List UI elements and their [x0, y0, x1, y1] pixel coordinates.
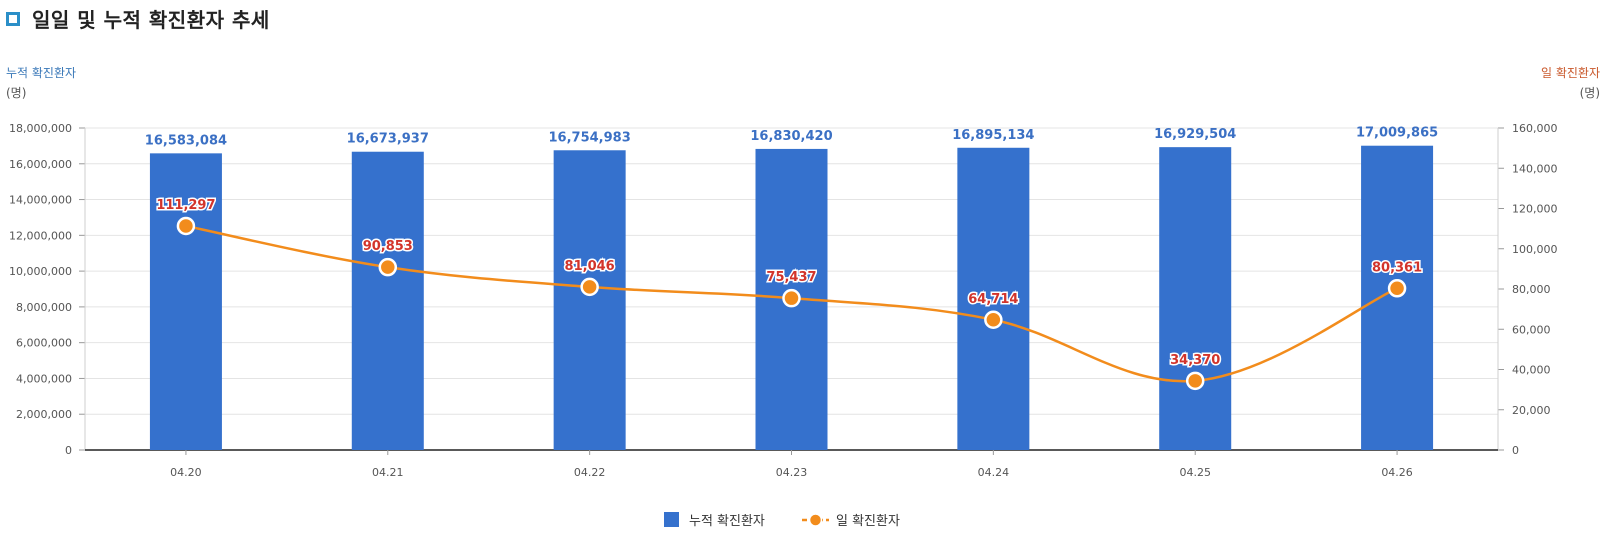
bar — [553, 150, 626, 450]
line-point — [580, 277, 599, 297]
left-tick-label: 6,000,000 — [16, 337, 72, 350]
right-tick-label: 20,000 — [1512, 404, 1551, 417]
bar-data-label: 16,830,420 — [750, 129, 832, 144]
left-tick-label: 14,000,000 — [9, 194, 72, 207]
bar-data-label: 17,009,865 — [1356, 126, 1438, 141]
x-tick-label: 04.24 — [978, 466, 1010, 479]
data-labels: 16,583,084 16,673,937 16,754,983 16,830,420… — [145, 126, 1438, 370]
title-square-icon — [6, 12, 20, 26]
line-point — [1185, 371, 1205, 391]
right-axis-unit: (명) — [1580, 86, 1600, 100]
bar — [1159, 147, 1232, 451]
bar-data-label: 16,583,084 — [145, 133, 227, 148]
bar-data-label: 16,895,134 — [952, 128, 1034, 143]
left-tick-label: 16,000,000 — [9, 158, 72, 171]
right-tick-label: 140,000 — [1512, 162, 1558, 175]
left-axis-title: 누적 확진환자 — [6, 66, 76, 80]
bar — [149, 153, 222, 450]
legend-bar-label: 누적 확진환자 — [689, 514, 765, 529]
line-point — [782, 288, 801, 308]
line-point — [378, 257, 398, 277]
right-tick-label: 60,000 — [1512, 323, 1551, 336]
left-tick-label: 2,000,000 — [16, 408, 72, 421]
right-tick-label: 120,000 — [1512, 203, 1558, 216]
x-tick-label: 04.20 — [170, 466, 202, 479]
bar — [351, 151, 424, 450]
x-tick-label: 04.26 — [1381, 466, 1413, 479]
left-axis-unit: (명) — [6, 86, 26, 100]
line-data-label: 111,297 — [156, 198, 215, 213]
right-tick-label: 100,000 — [1512, 243, 1558, 256]
x-tick-label: 04.22 — [574, 466, 606, 479]
line-data-label: 90,853 — [363, 239, 413, 254]
line-data-label: 80,361 — [1372, 260, 1422, 275]
line-point — [176, 216, 196, 236]
left-tick-label: 0 — [65, 444, 72, 457]
bar — [957, 147, 1030, 450]
bar-data-label: 16,929,504 — [1154, 127, 1236, 142]
line-data-label: 34,370 — [1170, 353, 1220, 368]
line-point — [1387, 279, 1407, 298]
line-data-label: 81,046 — [565, 259, 615, 274]
x-tick-label: 04.25 — [1179, 466, 1211, 479]
legend-bar-swatch — [664, 512, 679, 527]
left-tick-label: 12,000,000 — [9, 229, 72, 242]
bar-data-label: 16,673,937 — [347, 132, 429, 147]
axis-layer: 0 2,000,000 4,000,000 6,000,000 8,000,000 10,… — [6, 66, 1600, 479]
bar — [1361, 145, 1434, 451]
page-title: 일일 및 누적 확진환자 추세 — [32, 7, 270, 32]
legend: 누적 확진환자 일 확진환자 — [664, 512, 900, 529]
left-tick-label: 8,000,000 — [16, 301, 72, 314]
line-data-label: 64,714 — [968, 292, 1018, 307]
legend-line-marker — [808, 513, 823, 527]
right-tick-label: 80,000 — [1512, 283, 1551, 296]
line-series — [176, 216, 1407, 391]
right-axis-title: 일 확진환자 — [1541, 66, 1600, 80]
x-tick-label: 04.21 — [372, 466, 404, 479]
line-data-label: 75,437 — [766, 270, 816, 285]
legend-line-label: 일 확진환자 — [836, 514, 900, 529]
right-tick-label: 160,000 — [1512, 122, 1558, 135]
right-tick-label: 40,000 — [1512, 364, 1551, 377]
x-tick-label: 04.23 — [776, 466, 808, 479]
left-tick-label: 10,000,000 — [9, 265, 72, 278]
title-bar: 일일 및 누적 확진환자 추세 — [6, 2, 270, 34]
line-point — [984, 310, 1003, 330]
right-tick-label: 0 — [1512, 444, 1519, 457]
bar-series — [149, 145, 1434, 451]
left-tick-label: 18,000,000 — [9, 122, 72, 135]
left-tick-label: 4,000,000 — [16, 372, 72, 385]
bar-data-label: 16,754,983 — [549, 130, 631, 145]
